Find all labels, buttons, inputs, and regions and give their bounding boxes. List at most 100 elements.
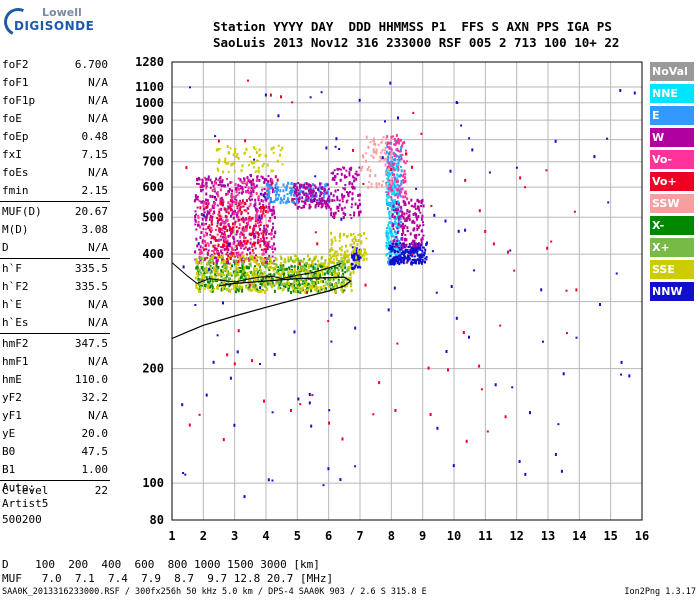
- echo-point: [303, 199, 306, 202]
- echo-point: [275, 191, 278, 194]
- echo-point: [246, 253, 248, 256]
- echo-point: [214, 135, 217, 138]
- echo-point: [396, 262, 399, 265]
- echo-point: [372, 156, 375, 159]
- echo-point: [321, 198, 324, 201]
- echo-point: [245, 191, 248, 193]
- echo-point: [418, 258, 421, 262]
- echo-point: [253, 268, 256, 272]
- echo-point: [401, 233, 403, 236]
- echo-point: [398, 193, 401, 196]
- echo-point: [325, 206, 328, 210]
- echo-point: [196, 265, 199, 268]
- echo-point: [279, 273, 282, 277]
- echo-point: [206, 271, 209, 274]
- echo-point: [417, 205, 420, 209]
- echo-point: [340, 260, 343, 264]
- echo-point: [216, 250, 219, 253]
- legend-sse: SSE: [650, 260, 694, 279]
- echo-point: [406, 160, 409, 163]
- echo-point: [329, 254, 332, 257]
- autoscaling-info: Auto: Artist5 500200: [2, 480, 48, 528]
- echo-point: [249, 251, 252, 255]
- echo-point: [195, 258, 198, 262]
- echo-point: [220, 255, 223, 259]
- echo-point: [349, 167, 352, 171]
- echo-point: [575, 336, 578, 339]
- echo-point: [256, 258, 258, 261]
- echo-point: [511, 386, 514, 389]
- echo-point: [599, 303, 601, 306]
- echo-point: [235, 271, 238, 275]
- echo-point: [386, 233, 389, 236]
- echo-point: [338, 168, 341, 171]
- echo-point: [220, 269, 223, 272]
- echo-point: [387, 152, 390, 156]
- echo-point: [237, 183, 240, 187]
- echo-point: [282, 264, 285, 268]
- echo-point: [314, 196, 316, 199]
- echo-point: [223, 241, 226, 244]
- echo-point: [312, 194, 315, 198]
- echo-point: [342, 187, 345, 190]
- echo-point: [247, 207, 250, 210]
- y-tick-label: 900: [142, 113, 164, 127]
- echo-point: [236, 205, 239, 208]
- echo-point: [288, 282, 290, 285]
- echo-point: [272, 205, 275, 209]
- echo-point: [253, 243, 256, 247]
- echo-point: [260, 248, 263, 251]
- echo-point: [396, 195, 399, 199]
- echo-point: [204, 244, 207, 248]
- echo-point: [217, 179, 220, 182]
- echo-point: [391, 245, 394, 249]
- echo-point: [607, 201, 610, 204]
- echo-point: [271, 274, 274, 277]
- param-row-md: M(D) 3.08: [0, 221, 170, 239]
- echo-point: [209, 286, 212, 289]
- echo-point: [201, 179, 204, 183]
- echo-point: [396, 183, 399, 186]
- echo-point: [390, 135, 393, 139]
- echo-point: [253, 232, 256, 235]
- echo-point: [223, 234, 226, 238]
- echo-point: [212, 250, 215, 253]
- echo-point: [194, 304, 197, 306]
- echo-point: [304, 268, 307, 271]
- echo-point: [235, 282, 238, 286]
- echo-point: [324, 280, 327, 284]
- echo-point: [205, 181, 208, 184]
- echo-point: [402, 262, 405, 265]
- echo-point: [227, 205, 230, 209]
- echo-point: [404, 203, 407, 206]
- echo-point: [267, 175, 270, 178]
- echo-point: [290, 256, 292, 260]
- echo-point: [324, 188, 326, 192]
- echo-point: [400, 157, 403, 161]
- echo-point: [399, 138, 402, 142]
- echo-point: [355, 170, 358, 173]
- echo-point: [359, 233, 361, 235]
- echo-point: [258, 154, 261, 157]
- echo-point: [266, 193, 269, 196]
- echo-point: [389, 240, 392, 244]
- echo-point: [338, 264, 341, 268]
- echo-point: [251, 232, 254, 236]
- echo-point: [208, 211, 211, 215]
- echo-point: [560, 469, 563, 473]
- echo-point: [293, 193, 295, 197]
- echo-point: [259, 363, 261, 365]
- echo-point: [274, 184, 277, 187]
- echo-point: [268, 196, 271, 199]
- echo-point: [200, 231, 203, 235]
- echo-point: [209, 275, 212, 279]
- echo-point: [331, 261, 333, 264]
- echo-point: [268, 203, 271, 206]
- echo-point: [311, 260, 314, 264]
- echo-point: [219, 176, 222, 180]
- echo-point: [359, 202, 361, 206]
- echo-point: [390, 260, 393, 264]
- echo-point: [391, 156, 394, 160]
- echo-point: [203, 234, 206, 238]
- echo-point: [615, 272, 618, 275]
